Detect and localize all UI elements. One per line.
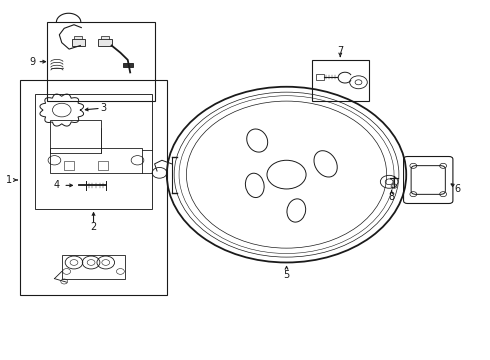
Text: 4: 4 xyxy=(54,180,60,190)
Bar xyxy=(64,161,74,170)
Text: 2: 2 xyxy=(91,222,97,231)
Text: 3: 3 xyxy=(100,103,106,113)
Bar xyxy=(49,120,100,153)
Bar xyxy=(98,161,108,170)
Text: 8: 8 xyxy=(389,192,394,202)
Bar xyxy=(20,80,167,295)
Bar xyxy=(35,94,152,209)
Bar xyxy=(101,36,109,39)
Bar xyxy=(317,74,324,80)
Text: 6: 6 xyxy=(455,184,461,194)
Text: 5: 5 xyxy=(283,270,290,280)
Text: 7: 7 xyxy=(337,46,343,56)
Bar xyxy=(62,255,125,279)
Bar xyxy=(123,63,133,67)
Bar xyxy=(313,60,368,101)
Bar xyxy=(72,39,85,45)
Bar xyxy=(49,148,143,173)
Text: 1: 1 xyxy=(6,175,13,185)
Bar xyxy=(74,36,82,39)
Bar xyxy=(47,22,155,101)
Bar xyxy=(98,39,112,45)
Text: 9: 9 xyxy=(29,57,35,67)
